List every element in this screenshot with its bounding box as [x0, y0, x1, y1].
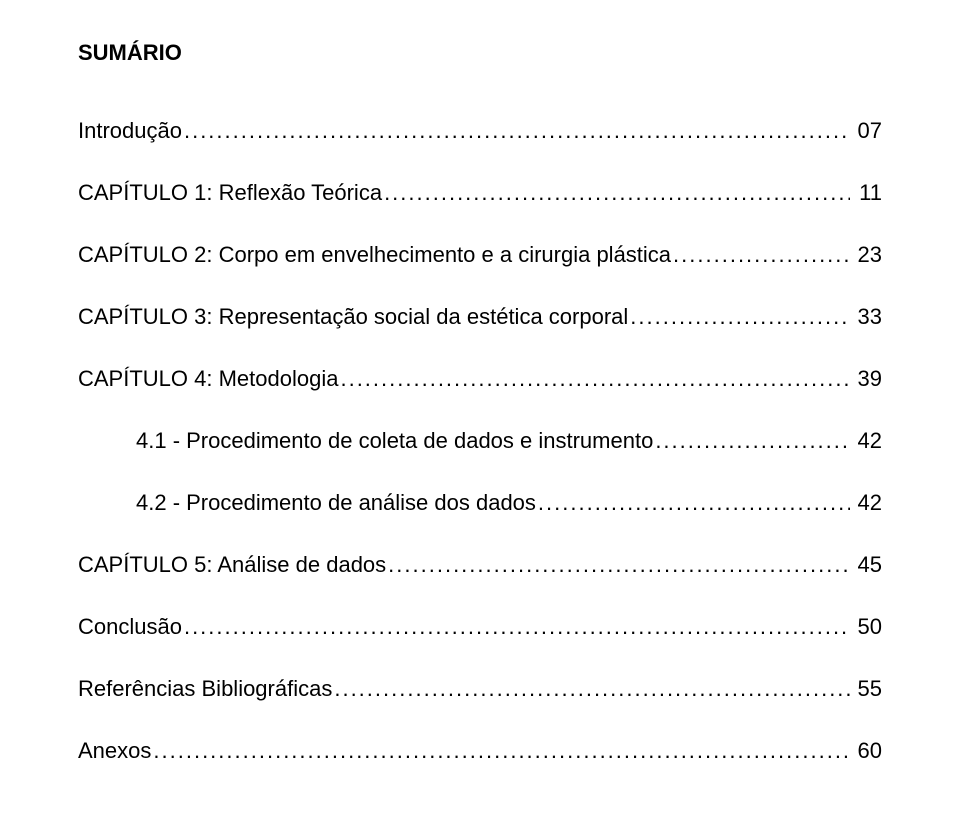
toc-entry: CAPÍTULO 1: Reflexão Teórica............… [78, 180, 882, 206]
toc-dot-leader: ........................................… [182, 118, 850, 144]
toc-dot-leader: ........................................… [151, 738, 850, 764]
toc-entry-label: CAPÍTULO 4: Metodologia [78, 366, 338, 392]
toc-entry-page: 50 [850, 614, 882, 640]
toc-dot-leader: ........................................… [338, 366, 850, 392]
toc-entry-label: Conclusão [78, 614, 182, 640]
toc-dot-leader: ........................................… [536, 490, 850, 516]
toc-entry: CAPÍTULO 4: Metodologia.................… [78, 366, 882, 392]
toc-entry-label: 4.2 - Procedimento de análise dos dados [136, 490, 536, 516]
toc-entry-page: 45 [850, 552, 882, 578]
toc-dot-leader: ........................................… [182, 614, 850, 640]
toc-entry-label: Anexos [78, 738, 151, 764]
toc-entry-page: 42 [850, 428, 882, 454]
toc-dot-leader: ........................................… [653, 428, 850, 454]
toc-entry: Conclusão...............................… [78, 614, 882, 640]
toc-dot-leader: ........................................… [671, 242, 850, 268]
toc-dot-leader: ........................................… [628, 304, 850, 330]
toc-entry: Referências Bibliográficas..............… [78, 676, 882, 702]
toc-entry-page: 42 [850, 490, 882, 516]
toc-dot-leader: ........................................… [382, 180, 850, 206]
toc-entry: CAPÍTULO 5: Análise de dados............… [78, 552, 882, 578]
toc-entry-page: 39 [850, 366, 882, 392]
toc-entry-label: CAPÍTULO 5: Análise de dados [78, 552, 386, 578]
toc-entry-page: 55 [850, 676, 882, 702]
toc-entry-page: 33 [850, 304, 882, 330]
toc-entry: 4.1 - Procedimento de coleta de dados e … [78, 428, 882, 454]
toc-entry-label: CAPÍTULO 3: Representação social da esté… [78, 304, 628, 330]
toc-list: Introdução..............................… [78, 118, 882, 764]
toc-entry-label: Introdução [78, 118, 182, 144]
toc-entry-page: 60 [850, 738, 882, 764]
toc-dot-leader: ........................................… [386, 552, 850, 578]
toc-title: SUMÁRIO [78, 40, 882, 66]
toc-entry-label: Referências Bibliográficas [78, 676, 332, 702]
toc-entry-page: 07 [850, 118, 882, 144]
toc-entry: CAPÍTULO 2: Corpo em envelhecimento e a … [78, 242, 882, 268]
toc-entry: Anexos..................................… [78, 738, 882, 764]
toc-entry-label: 4.1 - Procedimento de coleta de dados e … [136, 428, 653, 454]
toc-entry-page: 11 [850, 180, 882, 206]
toc-entry: 4.2 - Procedimento de análise dos dados.… [78, 490, 882, 516]
toc-entry-page: 23 [850, 242, 882, 268]
toc-entry: Introdução..............................… [78, 118, 882, 144]
toc-page: SUMÁRIO Introdução......................… [0, 0, 960, 764]
toc-dot-leader: ........................................… [332, 676, 850, 702]
toc-entry-label: CAPÍTULO 2: Corpo em envelhecimento e a … [78, 242, 671, 268]
toc-entry: CAPÍTULO 3: Representação social da esté… [78, 304, 882, 330]
toc-entry-label: CAPÍTULO 1: Reflexão Teórica [78, 180, 382, 206]
